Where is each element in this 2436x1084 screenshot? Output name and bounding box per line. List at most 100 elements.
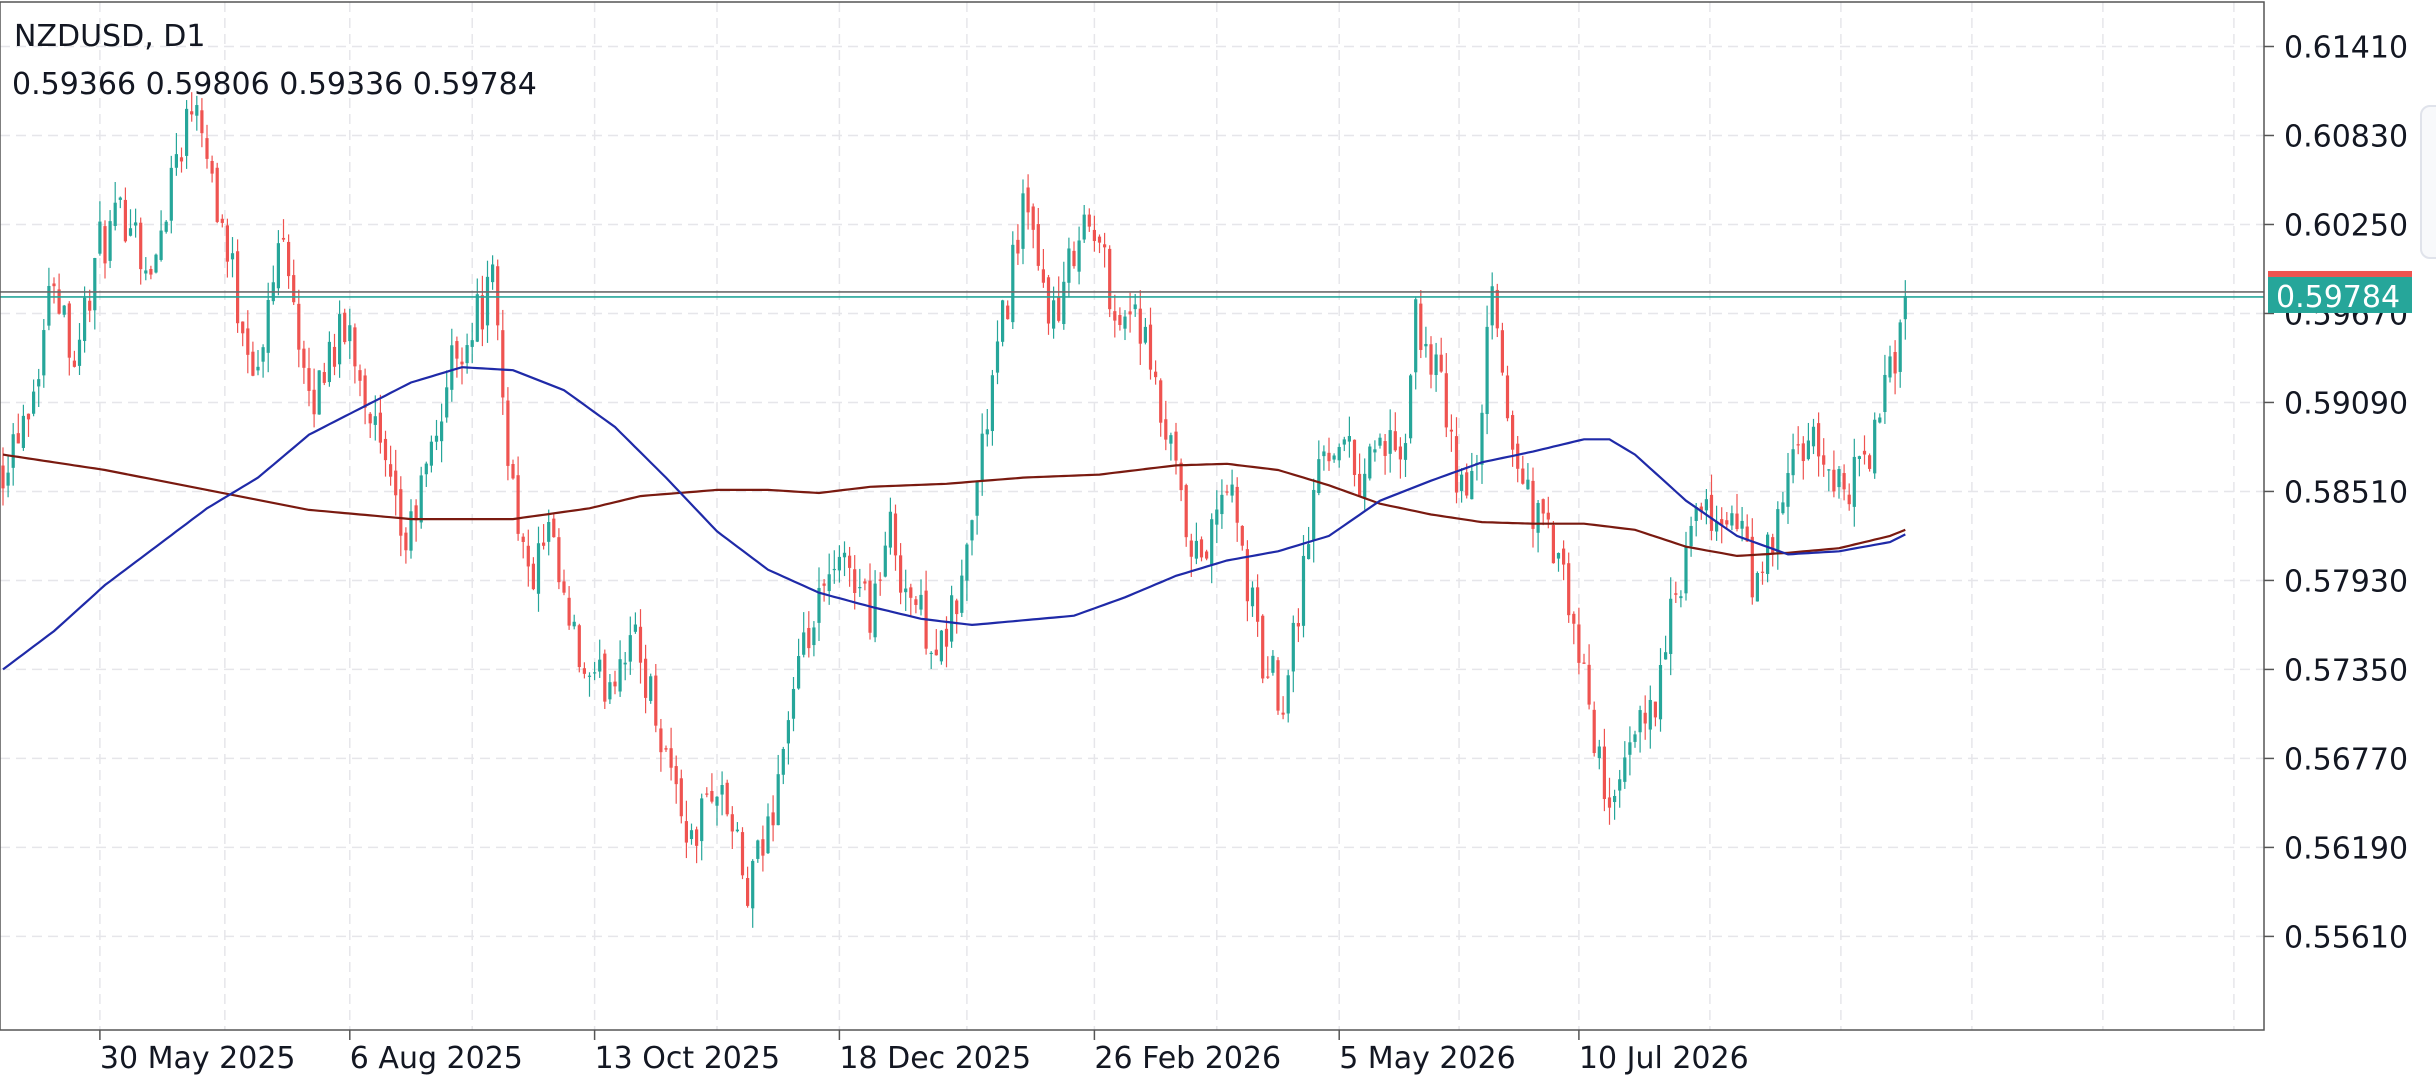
candle-body [338,314,342,365]
ma-fast-line [2,366,1906,671]
candle-body [353,327,357,367]
candle-body [1511,415,1515,450]
candle-body [1730,513,1734,526]
candle-body [883,545,887,577]
last-price-label: 0.59784 [2276,280,2400,315]
candle-body [1133,304,1137,310]
candle-body [1602,746,1606,800]
y-tick-label: 0.56190 [2284,831,2408,866]
candle-body [1332,455,1336,460]
candle-body [1373,449,1377,453]
candle-body [766,816,770,854]
candle-body [1562,548,1566,565]
candle-body [1740,520,1744,529]
candle-body [853,569,857,593]
candle-body [1291,622,1295,672]
ask-price-tag [2268,270,2412,277]
candle-body [98,221,102,254]
candle-body [511,463,515,479]
candle-body [756,840,760,859]
candle-body [67,303,71,358]
candle-body [899,555,903,593]
candle-body [970,520,974,541]
moving-averages [2,366,1906,671]
candle-body [1383,441,1387,456]
candle-body [1664,652,1668,660]
candle-body [1301,555,1306,626]
candle-body [1220,494,1224,515]
candle-body [302,348,306,368]
candle-body [1444,373,1448,428]
candle-body [1500,330,1504,373]
candle-body [276,243,280,289]
candle-body [1143,326,1147,343]
candle-body [1699,506,1703,513]
last-price-tag: 0.59784 [2268,270,2412,315]
side-panel-handle[interactable] [2420,105,2436,259]
candle-body [144,270,148,274]
candle-body [368,413,372,424]
candle-body [83,297,87,341]
candle-body [1286,675,1290,714]
candle-body [1419,303,1423,350]
candle-body [542,542,546,546]
candle-body [108,221,112,261]
candle-body [1194,540,1198,559]
candle-body [822,583,826,586]
candle-body [134,222,138,226]
candle-body [1159,380,1163,423]
candle-body [1439,354,1443,372]
candle-body [460,361,464,365]
candle-body [1215,509,1219,525]
candle-body [139,222,143,270]
candle-body [1001,300,1005,342]
candle-body [1403,443,1408,460]
candle-body [77,339,82,366]
time-axis[interactable]: 30 May 2025 6 Aug 2025 13 Oct 2025 18 Dec 2… [99,1030,1749,1076]
candle-body [1358,473,1362,496]
candle-body [781,748,785,775]
y-tick-label: 0.57350 [2284,653,2408,688]
candle-body [776,774,780,826]
candle-body [679,778,683,817]
candle-body [1592,709,1596,754]
candle-body [1103,244,1107,248]
candle-body [746,878,750,906]
candle-body [1857,456,1861,459]
candle-body [32,391,36,414]
candle-body [587,675,592,677]
candle-body [1868,455,1872,469]
candle-body [154,254,158,273]
candle-body [1449,429,1453,432]
candle-body [1470,470,1474,500]
candle-body [200,110,204,134]
candle-body [225,225,229,262]
candle-body [1898,322,1902,372]
candle-body [985,429,989,435]
candle-body [1715,521,1719,532]
candle-body [516,475,520,534]
x-tick-label: 18 Dec 2025 [839,1041,1031,1076]
candle-body [837,556,841,571]
candle-body [1842,473,1846,490]
candle-body [236,251,240,324]
candle-body [429,441,433,466]
candle-body [740,832,745,876]
y-tick-label: 0.60830 [2284,119,2408,154]
candle-body [190,111,194,115]
candle-body [1505,375,1510,419]
candle-body [297,303,301,350]
candle-body [1378,437,1382,446]
candle-body [419,475,423,523]
candle-body [215,167,219,222]
candle-body [842,552,847,558]
candle-body [1587,664,1591,705]
price-axis[interactable]: 0.614100.608300.602500.596700.590900.585… [2264,30,2408,955]
candle-body [241,321,245,334]
candle-body [1424,343,1428,347]
candle-body [383,438,388,461]
candle-body [496,266,500,326]
candle-body [1597,746,1601,759]
